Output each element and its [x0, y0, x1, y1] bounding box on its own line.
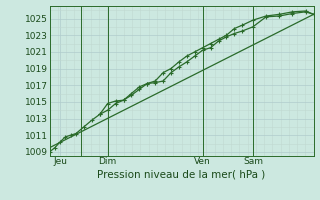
- X-axis label: Pression niveau de la mer( hPa ): Pression niveau de la mer( hPa ): [98, 169, 266, 179]
